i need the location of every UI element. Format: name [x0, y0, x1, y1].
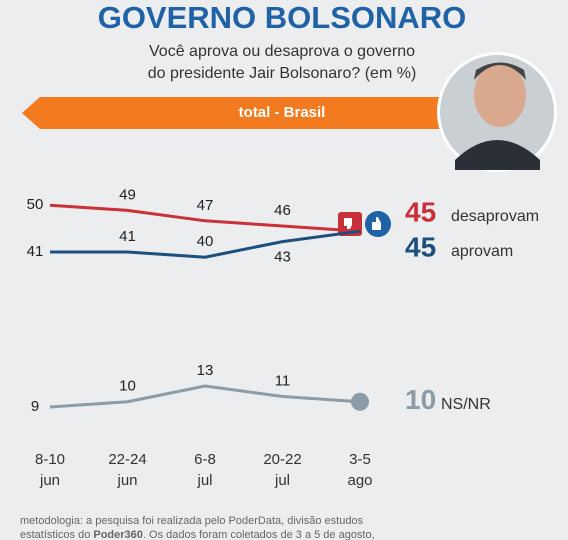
banner [22, 97, 455, 129]
thumbs-up-glyph [372, 217, 381, 230]
legend-label: NS/NR [441, 396, 491, 413]
value-label: 13 [197, 362, 214, 379]
x-tick-label-line: 20-22 [263, 451, 301, 468]
end-value-label: 45 [405, 196, 436, 227]
point [351, 392, 369, 411]
x-tick-label-line: 3-5 [349, 451, 371, 468]
value-label: 47 [197, 197, 214, 214]
footnote: metodologia: a pesquisa foi realizada pe… [20, 515, 364, 527]
footnote-part: estatísticos do [20, 529, 93, 540]
banner-text: total - Brasil [239, 104, 326, 121]
value-label: 41 [119, 228, 136, 245]
line [49, 384, 361, 409]
x-tick-label-line: 8-10 [35, 451, 65, 468]
end-value-label: 10 [405, 384, 436, 415]
footnote-part: Poder360 [93, 529, 143, 540]
subtitle: Você aprova ou desaprova o governo [149, 43, 415, 60]
chart-title: GOVERNO BOLSONARO [98, 0, 467, 35]
x-tick-label-line: jul [196, 472, 212, 489]
x-tick-label: 6-8 jul [194, 451, 216, 489]
subtitle: do presidente Jair Bolsonaro? (em %) [148, 65, 417, 82]
x-tick-label-line: 22-24 [108, 451, 146, 468]
value-label: 50 [27, 196, 44, 213]
line [50, 229, 361, 259]
thumbs-down-glyph [344, 218, 352, 231]
value-label: 49 [119, 186, 136, 203]
value-label: 10 [119, 378, 136, 395]
value-label: 40 [197, 233, 214, 250]
photo-suit [455, 140, 540, 170]
x-tick-label: 8-10 jun [35, 451, 65, 489]
x-tick-label-line: 6-8 [194, 451, 216, 468]
legend-label: desaprovam [451, 208, 539, 225]
photo-face [474, 63, 526, 127]
x-tick-label-line: jun [39, 472, 60, 489]
x-tick-label-line: jul [274, 472, 290, 489]
x-tick-label: 3-5 ago [347, 451, 372, 489]
photo-hair [474, 62, 526, 80]
value-label: 9 [31, 398, 39, 415]
footnote: estatísticos do Poder360. Os dados foram… [20, 529, 375, 540]
value-label: 11 [275, 372, 291, 389]
x-tick-label: 22-24 jun [108, 451, 146, 489]
value-label: 41 [27, 243, 44, 260]
value-label: 46 [274, 202, 291, 219]
x-tick-label-line: jun [116, 472, 137, 489]
end-value-label: 45 [405, 231, 436, 262]
x-tick-label-line: ago [347, 472, 372, 489]
footnote-part: . Os dados foram coletados de 3 a 5 de a… [143, 529, 375, 540]
value-label: 43 [274, 249, 291, 266]
line [49, 203, 361, 233]
x-tick-label: 20-22 jul [263, 451, 301, 489]
legend-label: aprovam [451, 243, 513, 260]
